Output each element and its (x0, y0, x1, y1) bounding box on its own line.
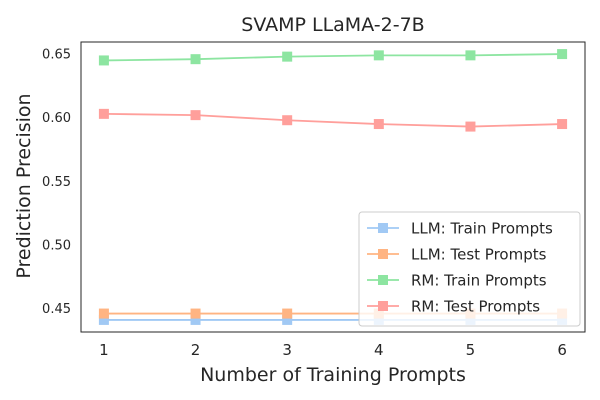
data-point-marker (282, 51, 293, 62)
series-line (103, 112, 563, 128)
x-axis-label: Number of Training Prompts (200, 364, 466, 386)
data-point-marker (557, 119, 568, 130)
chart-title: SVAMP LLaMA-2-7B (241, 14, 424, 36)
x-tick-label: 1 (99, 341, 109, 359)
legend-label: RM: Test Prompts (411, 298, 540, 316)
data-point-marker (98, 55, 109, 66)
data-point-marker (190, 314, 201, 325)
data-point-marker (282, 115, 293, 126)
data-point-marker (282, 308, 293, 319)
y-axis-label: Prediction Precision (13, 93, 35, 278)
legend-marker-swatch (378, 223, 388, 233)
legend-item: RM: Test Prompts (367, 298, 540, 316)
data-point-marker (557, 49, 568, 60)
data-point-marker (190, 110, 201, 121)
data-point-marker (465, 50, 476, 61)
legend-box (358, 211, 581, 327)
data-point-marker (98, 308, 109, 319)
x-tick-label: 5 (466, 341, 476, 359)
legend-marker-swatch (378, 249, 388, 259)
data-point-marker (465, 121, 476, 132)
y-tick-label: 0.45 (42, 302, 71, 317)
plot-area-frame (80, 41, 586, 333)
x-axis-ticks: 1 2 3 4 5 6 (99, 341, 567, 359)
x-tick-label: 6 (557, 341, 567, 359)
x-tick-label: 4 (374, 341, 384, 359)
y-tick-label: 0.55 (42, 175, 71, 190)
legend-marker-swatch (378, 301, 388, 311)
y-tick-label: 0.60 (42, 111, 71, 126)
x-tick-label: 2 (191, 341, 201, 359)
data-point-marker (190, 54, 201, 65)
legend-label: RM: Train Prompts (411, 272, 547, 290)
data-point-marker (98, 108, 109, 119)
data-point-marker (373, 50, 384, 61)
y-tick-label: 0.65 (42, 48, 71, 63)
legend-item: LLM: Test Prompts (367, 246, 547, 264)
series-line (103, 53, 563, 62)
legend-marker-swatch (378, 275, 388, 285)
series-rm-train-prompts (98, 49, 568, 66)
legend-item: LLM: Train Prompts (367, 220, 553, 238)
data-point-marker (98, 314, 109, 325)
series-rm-test-prompts (98, 108, 568, 132)
legend-label: LLM: Test Prompts (411, 246, 547, 264)
y-tick-label: 0.50 (42, 238, 71, 253)
legend: LLM: Train Prompts LLM: Test Prompts RM: T… (358, 211, 581, 327)
legend-label: LLM: Train Prompts (411, 220, 553, 238)
y-axis-ticks: 0.45 0.50 0.55 0.60 0.65 (42, 48, 71, 317)
data-point-marker (282, 314, 293, 325)
data-point-marker (373, 119, 384, 130)
data-point-marker (190, 308, 201, 319)
x-tick-label: 3 (282, 341, 292, 359)
legend-item: RM: Train Prompts (367, 272, 547, 290)
